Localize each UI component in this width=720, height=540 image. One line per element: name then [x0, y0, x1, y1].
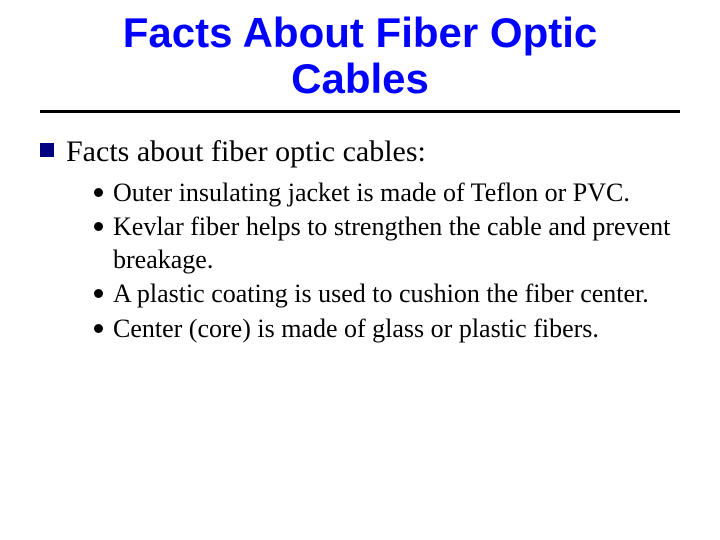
square-bullet-icon — [40, 143, 54, 157]
bullet-level2-list: Outer insulating jacket is made of Teflo… — [94, 177, 680, 346]
slide-title: Facts About Fiber Optic Cables — [40, 10, 680, 113]
slide: Facts About Fiber Optic Cables Facts abo… — [0, 0, 720, 540]
level1-text: Facts about fiber optic cables: — [66, 133, 426, 171]
list-item: Center (core) is made of glass or plasti… — [94, 313, 680, 346]
bullet-level1: Facts about fiber optic cables: — [40, 133, 680, 171]
level2-text: Outer insulating jacket is made of Teflo… — [113, 177, 630, 210]
dot-bullet-icon — [94, 222, 103, 231]
dot-bullet-icon — [94, 289, 103, 298]
level2-text: Kevlar fiber helps to strengthen the cab… — [113, 211, 680, 276]
list-item: A plastic coating is used to cushion the… — [94, 278, 680, 311]
dot-bullet-icon — [94, 324, 103, 333]
slide-body: Facts about fiber optic cables: Outer in… — [40, 119, 680, 345]
dot-bullet-icon — [94, 188, 103, 197]
list-item: Kevlar fiber helps to strengthen the cab… — [94, 211, 680, 276]
level2-text: Center (core) is made of glass or plasti… — [113, 313, 599, 346]
list-item: Outer insulating jacket is made of Teflo… — [94, 177, 680, 210]
level2-text: A plastic coating is used to cushion the… — [113, 278, 649, 311]
